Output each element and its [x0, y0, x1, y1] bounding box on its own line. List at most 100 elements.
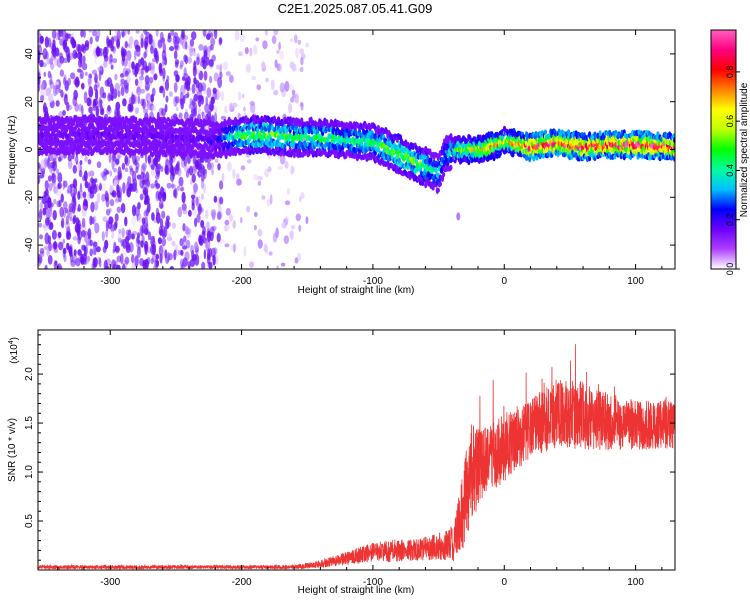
noise-speckle [122, 182, 126, 194]
noise-speckle [181, 191, 186, 204]
noise-speckle [117, 166, 122, 179]
noise-speckle [191, 98, 196, 108]
noise-speckle [267, 166, 272, 173]
noise-speckle [219, 180, 224, 190]
noise-speckle [290, 97, 295, 103]
noise-speckle [204, 223, 210, 229]
noise-speckle [80, 30, 84, 38]
noise-speckle [77, 236, 81, 245]
noise-speckle [137, 95, 141, 105]
noise-speckle [73, 78, 78, 86]
noise-speckle [201, 230, 206, 238]
noise-speckle [243, 246, 247, 257]
noise-speckle [51, 173, 57, 184]
noise-speckle [219, 239, 225, 244]
noise-speckle [134, 255, 139, 268]
noise-speckle [152, 41, 157, 49]
noise-speckle [185, 170, 190, 178]
noise-speckle [96, 192, 101, 204]
noise-speckle [139, 177, 145, 189]
noise-speckle [111, 230, 115, 239]
noise-speckle [261, 195, 266, 200]
noise-speckle [39, 247, 45, 254]
ridge-cell [283, 144, 287, 149]
noise-speckle [220, 90, 225, 102]
noise-speckle [53, 198, 57, 205]
noise-speckle [210, 96, 215, 105]
noise-speckle [191, 51, 197, 57]
noise-speckle [182, 223, 186, 232]
ridge-cell [81, 123, 85, 128]
noise-speckle [139, 193, 144, 201]
noise-speckle [163, 191, 167, 202]
ridge-cell [171, 151, 176, 159]
noise-speckle [139, 75, 145, 81]
noise-speckle [49, 81, 55, 89]
ridge-cell [179, 141, 183, 147]
noise-speckle [244, 47, 249, 55]
noise-speckle [48, 241, 52, 252]
noise-speckle [136, 174, 142, 180]
noise-speckle [124, 70, 129, 77]
spectrogram-x-ticks: -300 -200 -100 0 100 [57, 30, 663, 287]
noise-speckle [75, 258, 81, 267]
noise-speckle [95, 105, 100, 118]
ridge-cell [354, 147, 358, 154]
snr-y-label: SNR (10 * v/v) [7, 418, 18, 482]
noise-speckle [181, 76, 186, 81]
noise-speckle [74, 157, 79, 162]
noise-speckle [81, 217, 86, 228]
noise-speckle [62, 247, 67, 255]
noise-speckle [279, 82, 285, 93]
ridge-cell [55, 126, 59, 133]
noise-speckle [122, 49, 127, 57]
noise-speckle [202, 30, 207, 38]
noise-speckle [103, 259, 108, 269]
noise-speckle [196, 158, 202, 171]
noise-speckle [134, 107, 139, 114]
noise-speckle [48, 183, 53, 191]
noise-speckle [105, 208, 111, 216]
noise-speckle [144, 81, 150, 91]
noise-speckle [144, 258, 149, 269]
noise-speckle [124, 216, 128, 227]
noise-speckle [206, 33, 211, 40]
noise-speckle [38, 78, 41, 85]
noise-speckle [144, 188, 149, 194]
noise-speckle [176, 74, 180, 82]
noise-speckle [54, 87, 59, 95]
noise-speckle [198, 44, 204, 51]
noise-speckle [109, 170, 113, 177]
noise-speckle [116, 30, 121, 42]
noise-speckle [203, 183, 206, 194]
noise-speckle [40, 159, 45, 170]
noise-speckle [173, 50, 178, 60]
chart-title: C2E1.2025.087.05.41.G09 [277, 1, 433, 16]
noise-speckle [207, 111, 212, 121]
noise-speckle [53, 85, 57, 90]
noise-speckle [115, 158, 120, 165]
noise-speckle [216, 232, 221, 243]
noise-speckle [107, 104, 111, 112]
noise-speckle [162, 67, 166, 80]
noise-speckle [145, 171, 150, 182]
snr-series-line [38, 344, 675, 570]
noise-speckle [141, 162, 147, 170]
noise-speckle [166, 182, 172, 189]
noise-speckle [116, 184, 120, 194]
noise-speckle [184, 165, 189, 173]
ridge-cell [274, 145, 279, 152]
noise-speckle [109, 199, 115, 207]
noise-speckle [159, 186, 165, 197]
noise-speckle [179, 238, 184, 247]
noise-speckle [135, 166, 139, 174]
noise-speckle [176, 185, 181, 191]
noise-speckle [87, 190, 91, 201]
noise-speckle [115, 264, 121, 269]
noise-speckle [115, 101, 121, 112]
noise-speckle [169, 266, 175, 269]
x-tick-label: 0 [501, 276, 507, 287]
noise-speckle [61, 217, 65, 229]
noise-speckle [111, 259, 116, 269]
noise-speckle [240, 165, 246, 171]
